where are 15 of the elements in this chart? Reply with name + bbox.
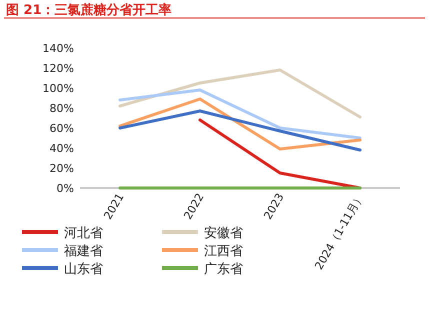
legend-label: 河北省 [64, 226, 103, 241]
legend-label: 福建省 [64, 244, 103, 259]
legend-label: 安徽省 [204, 225, 243, 241]
y-tick-label: 0% [56, 182, 74, 195]
title: 图 21：三氯蔗糖分省开工率 [6, 3, 172, 18]
y-tick-label: 60% [50, 122, 74, 135]
legend-label: 山东省 [64, 262, 103, 277]
y-tick-label: 40% [50, 142, 74, 155]
y-tick-label: 80% [50, 102, 74, 115]
y-tick-label: 20% [50, 162, 74, 175]
y-tick-label: 120% [42, 62, 74, 75]
y-tick-label: 140% [42, 42, 74, 55]
legend-label: 江西省 [204, 244, 243, 259]
legend-label: 广东省 [204, 262, 243, 277]
y-tick-label: 100% [42, 82, 74, 95]
